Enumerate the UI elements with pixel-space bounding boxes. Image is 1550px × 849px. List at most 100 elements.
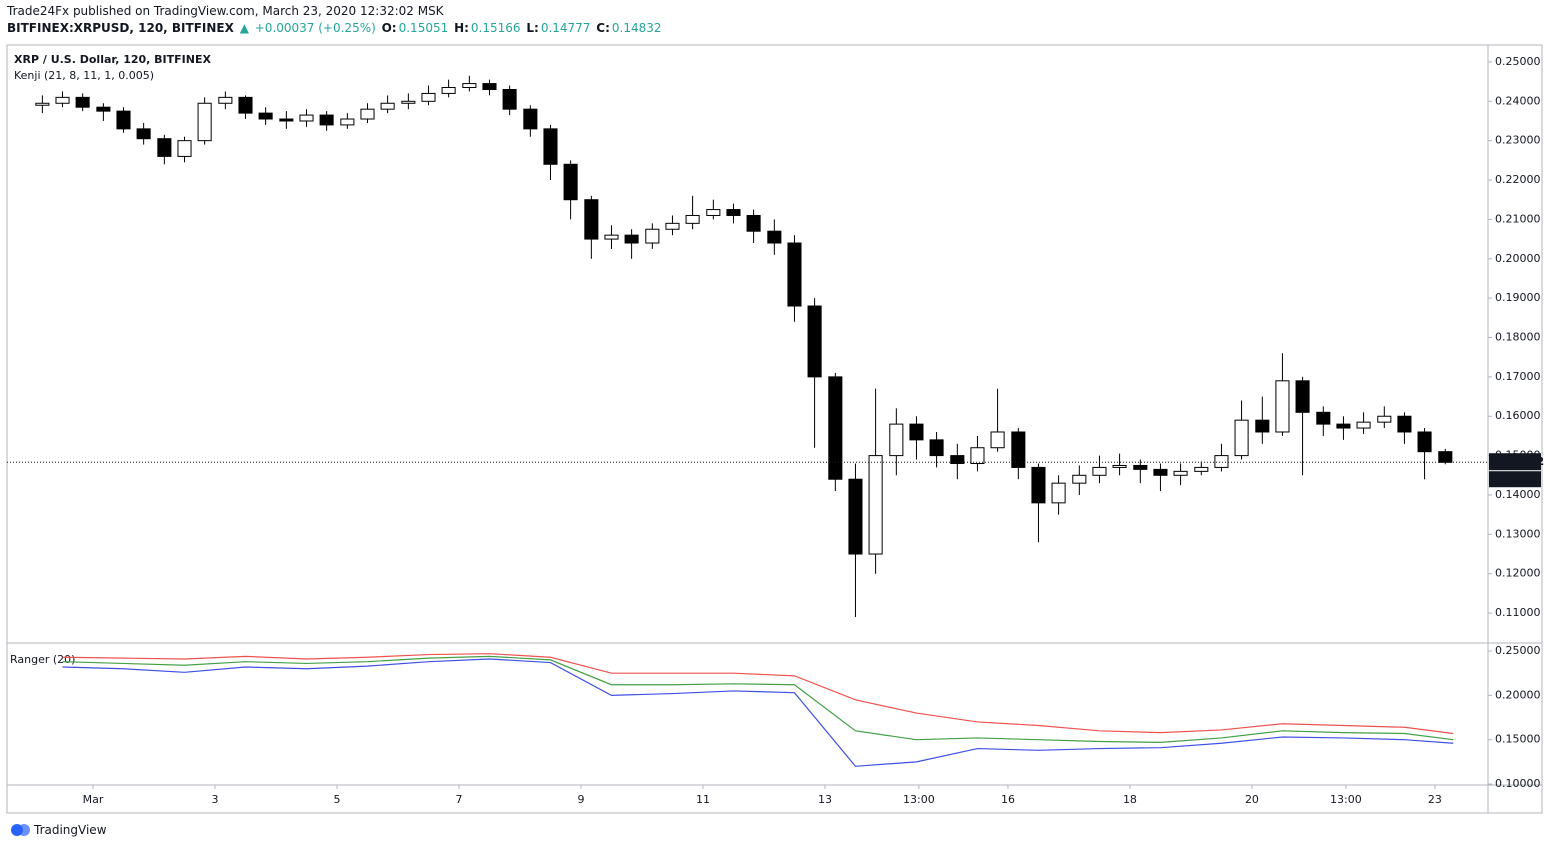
candle-body [1051,482,1066,504]
candle-body [502,88,517,110]
symbol-bar: BITFINEX:XRPUSD, 120, BITFINEX ▲ +0.0003… [7,21,664,35]
x-tick-label: 23 [1428,793,1442,806]
change-arrow: ▲ [239,21,249,35]
countdown-badge [1489,471,1541,488]
candle-body [1255,419,1270,433]
candle-body [157,138,172,157]
candle-body [1316,411,1331,425]
x-tick-label: 20 [1245,793,1259,806]
ohlc-label: H: [454,21,469,35]
candle-body [1377,415,1392,423]
x-tick-label: 5 [333,793,340,806]
indicator-line [62,655,1454,743]
candle-body [909,423,924,441]
candle-body [75,96,90,108]
x-tick-label: 16 [1001,793,1015,806]
x-tick-label: 13:00 [1330,793,1362,806]
x-tick-label: 11 [696,793,710,806]
candle-body [929,439,944,457]
candle-body [360,108,375,120]
candle-body [116,110,131,130]
y-tick-label: 0.19000 [1495,291,1541,304]
x-tick-label: 18 [1123,793,1137,806]
candle-body [35,102,50,106]
brand-logo [11,824,30,836]
y-tick-label: 0.15000 [1495,733,1541,746]
ohlc-value: 0.14832 [611,21,662,35]
indicator-line [62,653,1454,735]
candle-body [1133,464,1148,470]
candle-body [1092,466,1107,476]
candle-body [645,228,660,244]
candle-body [950,455,965,464]
y-tick-label: 0.25000 [1495,55,1541,68]
candle-body [1295,380,1310,413]
candle-body [1173,470,1188,476]
candle-body [1112,464,1127,468]
candle-body [848,478,863,555]
candle-body [1356,421,1371,429]
candle-body [340,118,355,126]
indicator-label: Ranger (20) [10,653,75,666]
y-tick-label: 0.23000 [1495,134,1541,147]
frame [6,44,1543,814]
candle-body [319,114,334,126]
candle-body [1214,455,1229,468]
candle-body [665,222,680,230]
x-tick-label: 7 [455,793,462,806]
y-tick-label: 0.20000 [1495,688,1541,701]
candle-body [197,102,212,142]
price-badge-label: 0.14832 [1494,455,1544,468]
candle-body [889,423,904,457]
candle-body [482,83,497,90]
y-tick-label: 0.10000 [1495,777,1541,790]
candle-body [828,376,843,480]
candle-body [1275,380,1290,433]
candle-body [441,87,456,94]
brand: TradingView [34,823,107,837]
y-tick-label: 0.12000 [1495,567,1541,580]
candle-body [807,305,822,378]
x-tick-label: 3 [211,793,218,806]
candle-body [1438,451,1453,463]
candle-body [746,214,761,232]
candle-body [1194,466,1209,472]
ohlc-value: 0.15051 [398,21,449,35]
x-tick-label: 13:00 [903,793,935,806]
candle-body [563,163,578,201]
y-tick-label: 0.22000 [1495,173,1541,186]
y-tick-label: 0.24000 [1495,94,1541,107]
candle-body [421,92,436,102]
candle-body [380,102,395,110]
candle-body [299,114,314,122]
ohlc-label: L: [526,21,539,35]
x-tick-label: 9 [577,793,584,806]
x-tick-label: 13 [818,793,832,806]
candle-body [523,108,538,130]
candle-body [726,209,741,216]
candle-body [1031,466,1046,504]
publisher: Trade24Fx published on TradingView.com, … [7,4,444,18]
candle-body [401,100,416,104]
candle-body [543,128,558,165]
candle-body [685,214,700,224]
indicator-label: Kenji (21, 8, 11, 1, 0.005) [14,69,154,82]
candle-body [1397,415,1412,433]
candle-body [1417,431,1432,453]
candle-body [55,96,70,104]
candle-body [136,128,151,140]
candle-body [868,455,883,555]
price-badge [1489,453,1541,471]
candle-body [218,96,233,104]
candle-body [624,234,639,244]
candle-body [1072,474,1087,484]
candle-body [787,242,802,307]
ohlc-value: 0.14777 [540,21,591,35]
candle-body [970,447,985,464]
candle-body [584,199,599,240]
y-tick-label: 0.18000 [1495,331,1541,344]
y-tick-label: 0.16000 [1495,409,1541,422]
y-tick-label: 0.21000 [1495,212,1541,225]
